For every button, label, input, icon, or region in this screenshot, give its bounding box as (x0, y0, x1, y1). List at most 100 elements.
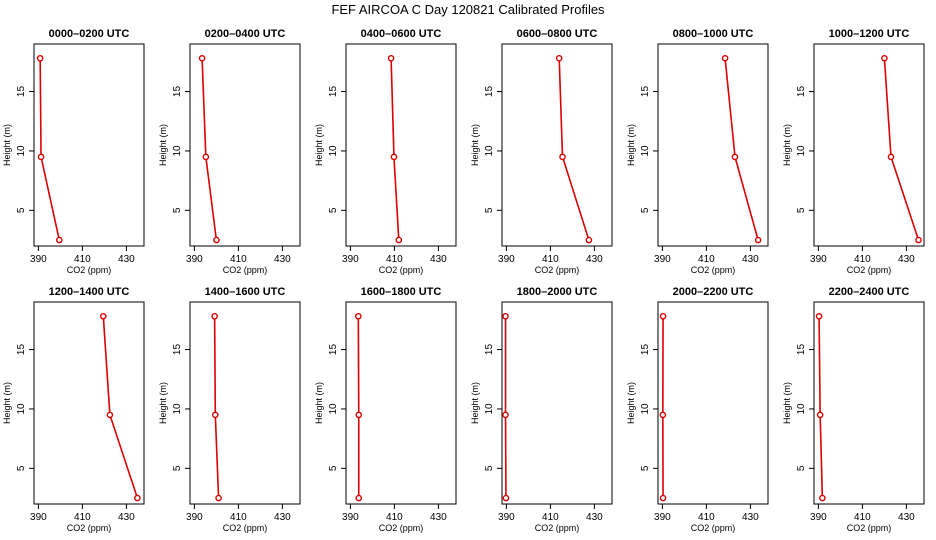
panel-4: 0600–0800 UTC 390 410 430 5 10 15 CO2 (ppm) Heig… (470, 28, 613, 275)
plot-frame (189, 301, 301, 505)
panel-11: 2000–2200 UTC 390 410 430 5 10 15 CO2 (ppm) Heig… (626, 286, 769, 533)
profile-segment (40, 156, 61, 241)
profile-point (355, 411, 363, 419)
panel-title: 0400–0600 UTC (361, 28, 442, 40)
plot-frame (33, 43, 145, 247)
x-tick-label: 430 (898, 254, 915, 265)
y-tick-label: 5 (640, 207, 651, 213)
y-tick-label: 10 (172, 145, 183, 157)
panels-grid: 0000–0200 UTC 390 410 430 5 10 15 CO2 (ppm) Heig… (2, 28, 925, 533)
x-axis-label: CO2 (ppm) (847, 265, 892, 275)
y-tick-label: 10 (640, 145, 651, 157)
y-tick-label: 5 (16, 207, 27, 213)
y-tick-label: 5 (328, 207, 339, 213)
profile-point (815, 312, 823, 320)
x-tick-label: 430 (274, 254, 291, 265)
y-tick-label: 5 (640, 465, 651, 471)
panel-5: 0800–1000 UTC 390 410 430 5 10 15 CO2 (ppm) Heig… (626, 28, 769, 275)
panel-10: 1800–2000 UTC 390 410 430 5 10 15 CO2 (ppm) Heig… (470, 286, 613, 533)
x-axis-label: CO2 (ppm) (379, 265, 424, 275)
y-tick-label: 15 (640, 344, 651, 356)
y-tick-label: 10 (796, 145, 807, 157)
profile-segment (890, 156, 920, 241)
profile-segment (724, 58, 736, 157)
x-tick-label: 390 (30, 512, 47, 523)
y-tick-label: 5 (796, 207, 807, 213)
profile-point (215, 494, 222, 502)
profile-point (106, 411, 114, 419)
x-axis-label: CO2 (ppm) (67, 265, 112, 275)
profile-segment (818, 316, 821, 415)
x-axis-label: CO2 (ppm) (535, 523, 580, 533)
x-axis-label: CO2 (ppm) (691, 523, 736, 533)
panel-8: 1400–1600 UTC 390 410 430 5 10 15 CO2 (ppm) Heig… (158, 286, 301, 533)
plot-frame (345, 301, 457, 505)
profile-point (502, 494, 510, 502)
profile-point (36, 54, 44, 62)
y-tick-label: 15 (796, 86, 807, 98)
y-tick-label: 15 (172, 86, 183, 98)
profile-segment (109, 414, 139, 499)
y-axis-label: Height (m) (470, 382, 480, 424)
y-tick-label: 5 (796, 465, 807, 471)
x-tick-label: 430 (118, 254, 135, 265)
y-tick-label: 15 (16, 86, 27, 98)
y-axis-label: Height (m) (782, 124, 792, 166)
profile-point (721, 54, 729, 62)
figure-title: FEF AIRCOA C Day 120821 Calibrated Profi… (331, 2, 605, 17)
profile-segment (102, 316, 111, 415)
x-tick-label: 390 (342, 512, 359, 523)
profile-point (100, 312, 107, 320)
profile-segment (213, 316, 217, 415)
y-tick-label: 10 (328, 403, 339, 415)
x-tick-label: 410 (542, 254, 559, 265)
y-tick-label: 5 (172, 207, 183, 213)
panel-title: 2200–2400 UTC (829, 286, 910, 298)
y-axis-label: Height (m) (314, 124, 324, 166)
y-axis-label: Height (m) (470, 124, 480, 166)
x-tick-label: 410 (74, 254, 91, 265)
x-tick-label: 390 (186, 512, 203, 523)
profile-point (213, 236, 220, 244)
panel-6: 1000–1200 UTC 390 410 430 5 10 15 CO2 (ppm) Heig… (782, 28, 925, 275)
y-tick-label: 10 (16, 145, 27, 157)
plot-frame (657, 301, 769, 505)
x-axis-label: CO2 (ppm) (535, 265, 580, 275)
y-axis-label: Height (m) (158, 124, 168, 166)
profile-point (559, 153, 566, 161)
profile-segment (214, 414, 220, 499)
x-tick-label: 430 (586, 512, 603, 523)
profile-point (659, 411, 667, 419)
profile-segment (734, 156, 759, 241)
profile-point (819, 494, 826, 502)
x-tick-label: 390 (810, 254, 827, 265)
y-tick-label: 5 (16, 465, 27, 471)
x-tick-label: 430 (898, 512, 915, 523)
y-axis-label: Height (m) (2, 382, 12, 424)
x-tick-label: 430 (118, 512, 135, 523)
x-tick-label: 410 (698, 512, 715, 523)
x-tick-label: 410 (386, 512, 403, 523)
profile-point (881, 54, 888, 62)
profile-point (134, 494, 141, 502)
profile-point (816, 411, 824, 419)
profile-segment (883, 58, 892, 157)
panel-12: 2200–2400 UTC 390 410 430 5 10 15 CO2 (ppm) Heig… (782, 286, 925, 533)
x-axis-label: CO2 (ppm) (67, 523, 112, 533)
x-axis-label: CO2 (ppm) (847, 523, 892, 533)
x-tick-label: 430 (274, 512, 291, 523)
panel-title: 0600–0800 UTC (517, 28, 598, 40)
x-tick-label: 390 (654, 512, 671, 523)
x-tick-label: 430 (430, 512, 447, 523)
x-tick-label: 390 (498, 512, 515, 523)
plot-frame (501, 301, 613, 505)
x-tick-label: 390 (498, 254, 515, 265)
profile-point (731, 153, 739, 161)
x-tick-label: 390 (186, 254, 203, 265)
profile-point (198, 54, 206, 62)
x-axis-label: CO2 (ppm) (379, 523, 424, 533)
y-tick-label: 15 (484, 86, 495, 98)
profile-point (202, 153, 210, 161)
x-tick-label: 430 (742, 512, 759, 523)
